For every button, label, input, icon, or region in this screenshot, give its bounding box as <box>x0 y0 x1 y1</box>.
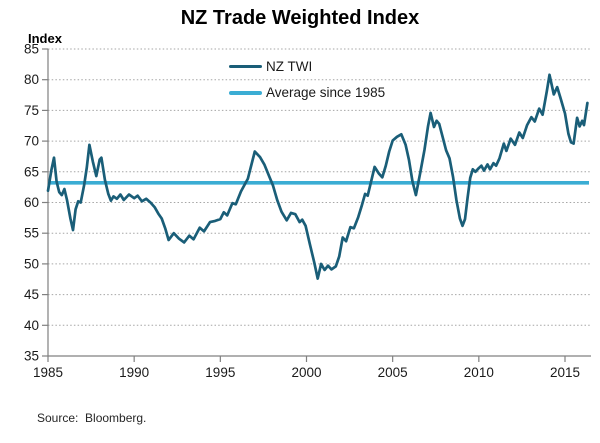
y-tick-label: 60 <box>24 195 39 210</box>
y-tick-label: 75 <box>24 103 39 118</box>
x-tick-label: 2005 <box>378 365 408 380</box>
x-tick-label: 1985 <box>33 365 63 380</box>
y-tick-label: 55 <box>24 226 39 241</box>
legend-item-average: Average since 1985 <box>229 84 385 101</box>
nz-twi-line-swatch <box>229 64 262 69</box>
x-tick-label: 1990 <box>119 365 149 380</box>
chart-title: NZ Trade Weighted Index <box>180 7 420 29</box>
legend-label-nz-twi: NZ TWI <box>266 59 313 74</box>
y-tick-label: 40 <box>24 318 39 333</box>
y-tick-label: 70 <box>24 134 39 149</box>
nz-twi-line <box>46 73 589 280</box>
legend-label-average: Average since 1985 <box>266 85 386 100</box>
legend-item-nz-twi: NZ TWI <box>229 58 385 75</box>
y-axis-title: Index <box>28 31 62 46</box>
y-tick-label: 80 <box>24 72 39 87</box>
y-tick-label: 45 <box>24 287 39 302</box>
y-tick-label: 50 <box>24 256 39 271</box>
y-tick-label: 35 <box>24 349 39 364</box>
x-tick-label: 2015 <box>550 365 580 380</box>
y-tick-label: 65 <box>24 164 39 179</box>
y-tick-label: 85 <box>24 42 39 57</box>
source-note: Source: Bloomberg. <box>37 411 147 425</box>
average-line-swatch <box>229 90 262 95</box>
x-tick-label: 2010 <box>464 365 494 380</box>
legend: NZ TWI Average since 1985 <box>229 58 385 101</box>
x-tick-label: 2000 <box>291 365 321 380</box>
x-tick-label: 1995 <box>205 365 235 380</box>
